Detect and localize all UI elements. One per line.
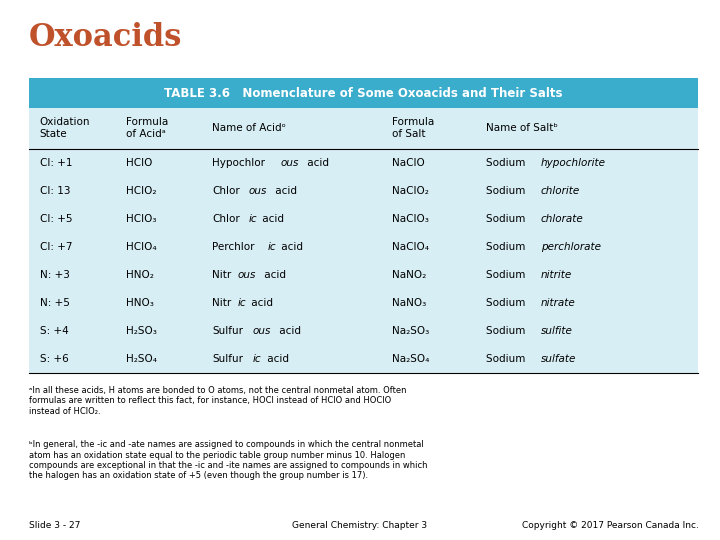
Text: Sodium: Sodium bbox=[486, 241, 528, 252]
Text: Sodium: Sodium bbox=[486, 298, 528, 308]
Text: Sodium: Sodium bbox=[486, 269, 528, 280]
Text: Cl: +5: Cl: +5 bbox=[40, 213, 72, 224]
Text: Hypochlor: Hypochlor bbox=[212, 158, 266, 167]
Text: NaNO₂: NaNO₂ bbox=[392, 269, 427, 280]
Text: S: +4: S: +4 bbox=[40, 326, 68, 335]
Text: NaClO₂: NaClO₂ bbox=[392, 186, 429, 195]
Text: sulfite: sulfite bbox=[541, 326, 573, 335]
Text: nitrate: nitrate bbox=[541, 298, 576, 308]
Text: N: +5: N: +5 bbox=[40, 298, 69, 308]
Text: Formula
of Salt: Formula of Salt bbox=[392, 117, 435, 139]
Text: acid: acid bbox=[259, 213, 284, 224]
Text: Cl: +7: Cl: +7 bbox=[40, 241, 72, 252]
Text: Sodium: Sodium bbox=[486, 326, 528, 335]
Text: ic: ic bbox=[253, 354, 261, 363]
Text: Oxidation
State: Oxidation State bbox=[40, 117, 90, 139]
Text: HNO₂: HNO₂ bbox=[126, 269, 154, 280]
Text: HNO₃: HNO₃ bbox=[126, 298, 154, 308]
Text: N: +3: N: +3 bbox=[40, 269, 69, 280]
Text: Nitr: Nitr bbox=[212, 269, 232, 280]
Text: ous: ous bbox=[248, 186, 266, 195]
Text: Na₂SO₄: Na₂SO₄ bbox=[392, 354, 430, 363]
Text: perchlorate: perchlorate bbox=[541, 241, 601, 252]
Text: ous: ous bbox=[253, 326, 271, 335]
Text: chlorite: chlorite bbox=[541, 186, 580, 195]
Text: chlorate: chlorate bbox=[541, 213, 584, 224]
Text: acid: acid bbox=[261, 269, 286, 280]
Text: Cl: 13: Cl: 13 bbox=[40, 186, 70, 195]
Text: Sodium: Sodium bbox=[486, 186, 528, 195]
Text: Na₂SO₃: Na₂SO₃ bbox=[392, 326, 430, 335]
Text: acid: acid bbox=[276, 326, 301, 335]
FancyBboxPatch shape bbox=[29, 108, 698, 373]
Text: hypochlorite: hypochlorite bbox=[541, 158, 606, 167]
Text: Oxoacids: Oxoacids bbox=[29, 22, 182, 52]
Text: ous: ous bbox=[237, 269, 256, 280]
Text: NaClO: NaClO bbox=[392, 158, 425, 167]
Text: ous: ous bbox=[281, 158, 300, 167]
Text: Copyright © 2017 Pearson Canada Inc.: Copyright © 2017 Pearson Canada Inc. bbox=[521, 521, 698, 530]
Text: acid: acid bbox=[279, 241, 303, 252]
Text: Sodium: Sodium bbox=[486, 158, 528, 167]
Text: nitrite: nitrite bbox=[541, 269, 572, 280]
Text: NaNO₃: NaNO₃ bbox=[392, 298, 427, 308]
Text: Formula
of Acidᵃ: Formula of Acidᵃ bbox=[126, 117, 168, 139]
FancyBboxPatch shape bbox=[29, 78, 698, 108]
Text: ic: ic bbox=[237, 298, 246, 308]
Text: HClO₂: HClO₂ bbox=[126, 186, 156, 195]
Text: Name of Saltᵇ: Name of Saltᵇ bbox=[486, 123, 558, 133]
Text: Nitr: Nitr bbox=[212, 298, 232, 308]
Text: H₂SO₃: H₂SO₃ bbox=[126, 326, 157, 335]
Text: sulfate: sulfate bbox=[541, 354, 577, 363]
Text: acid: acid bbox=[305, 158, 330, 167]
Text: H₂SO₄: H₂SO₄ bbox=[126, 354, 157, 363]
Text: acid: acid bbox=[248, 298, 274, 308]
Text: TABLE 3.6   Nomenclature of Some Oxoacids and Their Salts: TABLE 3.6 Nomenclature of Some Oxoacids … bbox=[164, 86, 563, 100]
Text: Chlor: Chlor bbox=[212, 213, 240, 224]
Text: General Chemistry: Chapter 3: General Chemistry: Chapter 3 bbox=[292, 521, 428, 530]
Text: Perchlor: Perchlor bbox=[212, 241, 255, 252]
Text: S: +6: S: +6 bbox=[40, 354, 68, 363]
Text: Chlor: Chlor bbox=[212, 186, 240, 195]
Text: ᵃIn all these acids, H atoms are bonded to O atoms, not the central nonmetal ato: ᵃIn all these acids, H atoms are bonded … bbox=[29, 386, 406, 416]
Text: Sodium: Sodium bbox=[486, 354, 528, 363]
Text: ᵇIn general, the -ic and -ate names are assigned to compounds in which the centr: ᵇIn general, the -ic and -ate names are … bbox=[29, 440, 427, 480]
Text: NaClO₄: NaClO₄ bbox=[392, 241, 429, 252]
Text: Sulfur: Sulfur bbox=[212, 354, 243, 363]
Text: Sodium: Sodium bbox=[486, 213, 528, 224]
Text: Cl: +1: Cl: +1 bbox=[40, 158, 72, 167]
Text: acid: acid bbox=[272, 186, 297, 195]
Text: HClO: HClO bbox=[126, 158, 153, 167]
Text: NaClO₃: NaClO₃ bbox=[392, 213, 429, 224]
Text: ic: ic bbox=[267, 241, 276, 252]
Text: Sulfur: Sulfur bbox=[212, 326, 243, 335]
Text: HClO₄: HClO₄ bbox=[126, 241, 157, 252]
Text: ic: ic bbox=[248, 213, 257, 224]
Text: acid: acid bbox=[264, 354, 289, 363]
Text: Slide 3 - 27: Slide 3 - 27 bbox=[29, 521, 80, 530]
Text: Name of Acidᵒ: Name of Acidᵒ bbox=[212, 123, 287, 133]
Text: HClO₃: HClO₃ bbox=[126, 213, 156, 224]
